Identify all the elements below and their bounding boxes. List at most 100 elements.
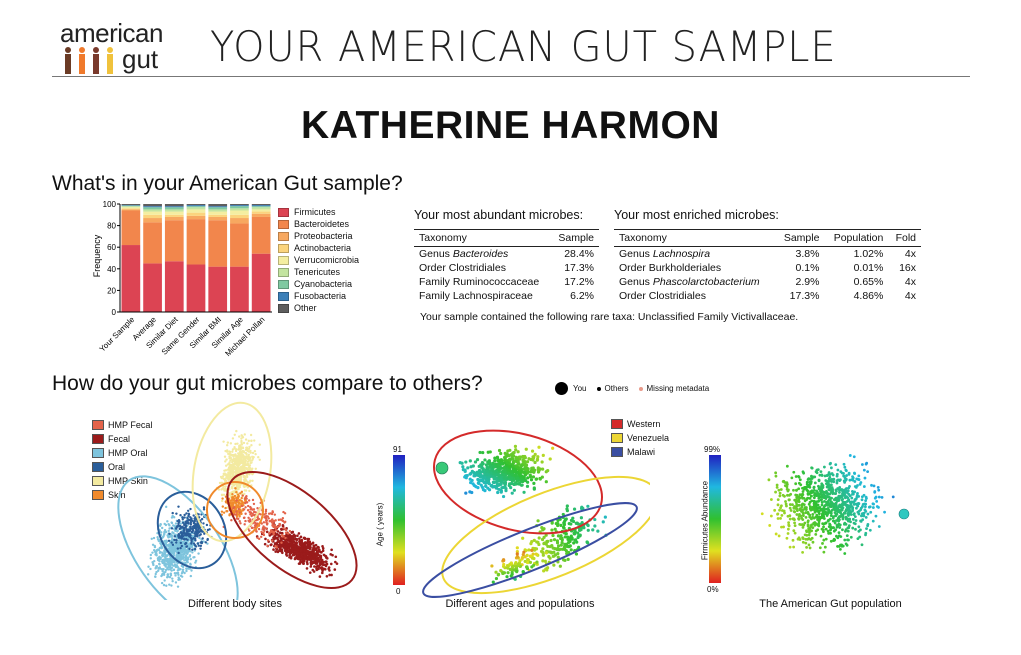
bar-segment-bacteroidetes [121,210,141,246]
table-row: Family Lachnospiraceae 6.2% [414,289,599,303]
bar-segment-other [208,204,228,207]
bar-segment-cyanobacteria [230,206,249,209]
bar-segment-bacteroidetes [251,216,271,254]
bar-segment-cyanobacteria [143,207,162,210]
legend-label: Oral [108,462,126,472]
logo-text-top: american [60,18,163,48]
y-tick-label: 40 [107,265,116,274]
y-tick-label: 60 [107,243,116,252]
legend-label: Bacteroidetes [294,219,350,229]
key-label-you: You [573,384,587,393]
bar-segment-verrucomicrobia [143,211,162,215]
bar-segment-verrucomicrobia [251,209,271,212]
population-cell: 1.02% [853,248,884,260]
venezuela-ellipse [441,475,650,595]
legend-label: Fecal [108,434,131,444]
bar-segment-verrucomicrobia [230,210,249,215]
legend-label: Western [627,419,661,429]
bar-segment-actinobacteria [164,214,184,217]
bar-segment-cyanobacteria [186,206,206,208]
malawi-ellipse [422,502,638,598]
legend-swatch [278,219,289,229]
column-header-sample: Sample [551,229,599,247]
page-title: YOUR AMERICAN GUT SAMPLE [210,22,837,71]
bar-segment-proteobacteria [186,215,206,220]
bar-segment-tenericutes [186,207,206,210]
bar-segment-actinobacteria [186,212,206,216]
fold-cell: 4x [904,276,916,288]
bar-segment-bacteroidetes [143,222,162,264]
bar-segment-fusobacteria [230,205,249,207]
legend-item: Actinobacteria [278,242,359,254]
legend-swatch [92,448,104,458]
firmicutes-scale-min: 0% [707,585,719,594]
legend-item: Tenericutes [278,266,359,278]
legend-item: Cyanobacteria [278,278,359,290]
legend-item: Skin [92,488,152,502]
table-row: Order Burkholderiales 0.1% 0.01% 16x [614,261,921,275]
legend-swatch [278,231,289,241]
skin-ellipse [206,481,264,539]
population-legend: Western Venezuela Malawi [611,417,669,459]
sample-cell: 3.8% [795,248,820,260]
bar-segment-actinobacteria [208,214,228,217]
western-ellipse [433,429,603,535]
population-cell: 0.01% [853,262,884,274]
legend-label: HMP Oral [108,448,148,458]
taxonomy-cell: Genus Phascolarctobacterium [619,276,760,288]
legend-swatch [92,462,104,472]
y-tick-label: 20 [107,286,116,295]
sample-cell: 17.2% [564,276,594,288]
bar-segment-proteobacteria [251,213,271,217]
bar-segment-actinobacteria [143,214,162,219]
key-label-missing: Missing metadata [646,384,710,393]
american-gut-population-plot [760,454,910,555]
header-divider [52,76,970,77]
chart-y-axis-label: Frequency [92,234,102,277]
bar-segment-other [251,204,271,206]
pcoa-key: You Others Missing metadata [555,382,709,395]
participant-name: KATHERINE HARMON [301,104,720,147]
legend-label: Venezuela [627,433,670,443]
abundant-microbes-table: Taxonomy Sample Genus Bacteroides 28.4% Or… [414,229,599,303]
taxonomy-cell: Genus Lachnospira [619,248,711,260]
legend-label: Fusobacteria [294,291,347,301]
point-cloud [215,429,261,509]
bar-segment-other [186,204,206,206]
legend-item: Western [611,417,669,431]
legend-swatch [611,447,623,457]
taxonomy-cell: Genus Bacteroides [419,248,509,260]
bar-segment-tenericutes [121,206,141,208]
rare-taxa-note: Your sample contained the following rare… [420,311,799,323]
bar-segment-fusobacteria [121,205,141,206]
legend-label: Verrucomicrobia [294,255,360,265]
table-row: Order Clostridiales 17.3% 4.86% 4x [614,289,921,303]
you-marker [435,461,449,475]
taxa-legend: Firmicutes Bacteroidetes Proteobacteria Act… [278,206,359,314]
legend-item: Verrucomicrobia [278,254,359,266]
point-cloud [458,444,555,499]
population-caption: The American Gut population [759,598,902,610]
legend-item: Oral [92,460,152,474]
legend-swatch [278,243,289,253]
bar-segment-fusobacteria [186,205,206,207]
abundant-microbes-title: Your most abundant microbes: [414,208,584,222]
bar-segment-bacteroidetes [186,219,206,265]
bar-segment-actinobacteria [251,211,271,214]
legend-item: Proteobacteria [278,230,359,242]
bar-segment-bacteroidetes [230,223,249,267]
enriched-microbes-title: Your most enriched microbes: [614,208,779,222]
taxonomy-cell: Family Lachnospiraceae [419,290,533,302]
bar-segment-actinobacteria [121,208,141,210]
fold-cell: 4x [904,248,916,260]
bar-segment-verrucomicrobia [186,209,206,213]
sample-cell: 17.3% [564,262,594,274]
key-label-others: Others [604,384,629,393]
point-cloud [255,521,339,578]
column-header-taxonomy: Taxonomy [414,229,552,247]
legend-swatch [611,433,623,443]
missing-marker-icon [638,386,643,391]
bar-segment-fusobacteria [164,206,184,208]
legend-swatch [278,255,289,265]
